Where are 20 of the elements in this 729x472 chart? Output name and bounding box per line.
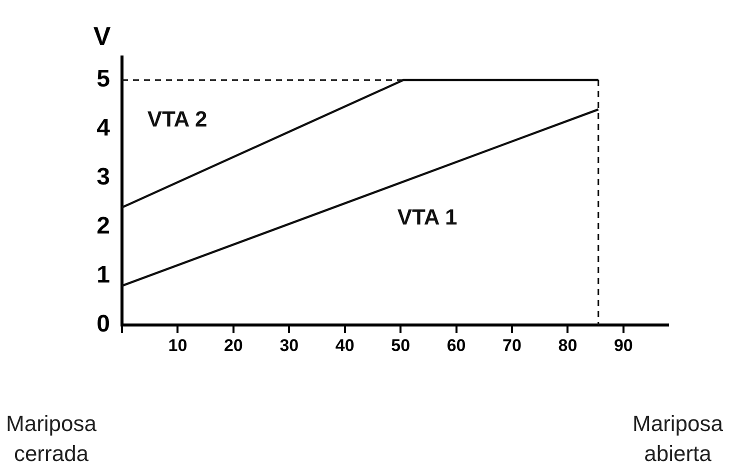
y-tick-label: 0 bbox=[96, 310, 110, 338]
x-tick-label: 40 bbox=[335, 336, 354, 355]
y-tick-label: 3 bbox=[96, 164, 110, 191]
x-tick-label: 10 bbox=[168, 336, 188, 355]
series-label: VTA 2 bbox=[147, 106, 208, 132]
x-tick-label: 50 bbox=[391, 336, 410, 355]
series-label: VTA 1 bbox=[397, 204, 458, 230]
x-tick-label: 80 bbox=[558, 336, 578, 355]
x-tick-label: 70 bbox=[502, 336, 522, 355]
y-tick-label: 1 bbox=[96, 262, 110, 289]
x-tick-label: 20 bbox=[224, 336, 243, 355]
y-tick-label: 5 bbox=[96, 66, 110, 93]
x-tick-label: 30 bbox=[280, 336, 299, 355]
text: Mariposa abierta bbox=[632, 411, 724, 466]
text: Mariposa cerrada bbox=[6, 411, 98, 466]
y-tick-label: 2 bbox=[96, 212, 110, 240]
y-tick-label: 4 bbox=[96, 114, 111, 142]
x-tick-label: 60 bbox=[446, 336, 466, 355]
y-axis-title: V bbox=[93, 21, 112, 51]
x-tick-label: 90 bbox=[614, 336, 633, 355]
